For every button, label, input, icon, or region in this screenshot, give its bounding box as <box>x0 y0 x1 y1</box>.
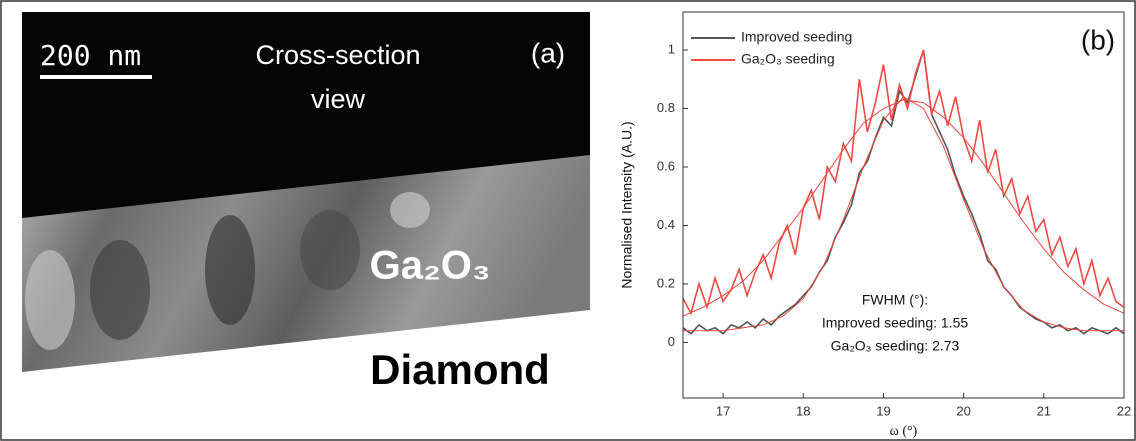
y-axis-label: Normalised Intensity (A.U.) <box>619 121 635 288</box>
panel-label: (a) <box>531 37 565 68</box>
y-tick-label: 0 <box>668 334 675 349</box>
annotation: FWHM (°): <box>862 292 928 308</box>
panel-b: 0 0.2 0.4 0.6 0.8 1 17 18 19 20 21 22 Improved seedi… <box>619 11 1131 439</box>
grain <box>390 192 430 228</box>
plot-frame <box>682 11 1125 399</box>
annotation: Improved seeding: 1.55 <box>822 315 969 331</box>
x-tick-label: 19 <box>876 403 890 418</box>
fit-line <box>683 96 1124 332</box>
legend-label: Ga₂O₃ seeding <box>741 51 835 67</box>
grain <box>205 215 255 325</box>
fit-line <box>682 99 1125 317</box>
x-axis-label: ω (°) <box>890 424 918 439</box>
layer-label: Diamond <box>370 346 550 393</box>
layer-label: Ga₂O₃ <box>370 244 491 288</box>
panel-label: (b) <box>1081 24 1115 55</box>
scale-label: 200 nm <box>40 39 141 72</box>
y-tick-label: 0.6 <box>657 158 675 173</box>
y-tick-label: 0.2 <box>657 275 675 290</box>
grain <box>90 240 150 340</box>
grain <box>25 250 75 350</box>
x-tick-label: 17 <box>716 403 730 418</box>
scale-bar <box>40 75 152 79</box>
y-tick-label: 0.4 <box>657 217 675 232</box>
view-label: Cross-section <box>255 40 420 70</box>
legend-label: Improved seeding <box>741 29 852 45</box>
annotation: Ga₂O₃ seeding: 2.73 <box>831 338 960 354</box>
x-tick-label: 22 <box>1117 403 1131 418</box>
view-label: view <box>311 84 366 114</box>
x-tick-label: 18 <box>796 403 810 418</box>
x-tick-label: 21 <box>1037 403 1051 418</box>
y-tick-label: 0.8 <box>657 100 675 115</box>
panel-a: 200 nm Cross-section view (a) Ga₂O₃ Diam… <box>22 12 590 393</box>
x-tick-label: 20 <box>956 403 970 418</box>
y-tick-label: 1 <box>668 41 675 56</box>
grain <box>300 210 360 290</box>
